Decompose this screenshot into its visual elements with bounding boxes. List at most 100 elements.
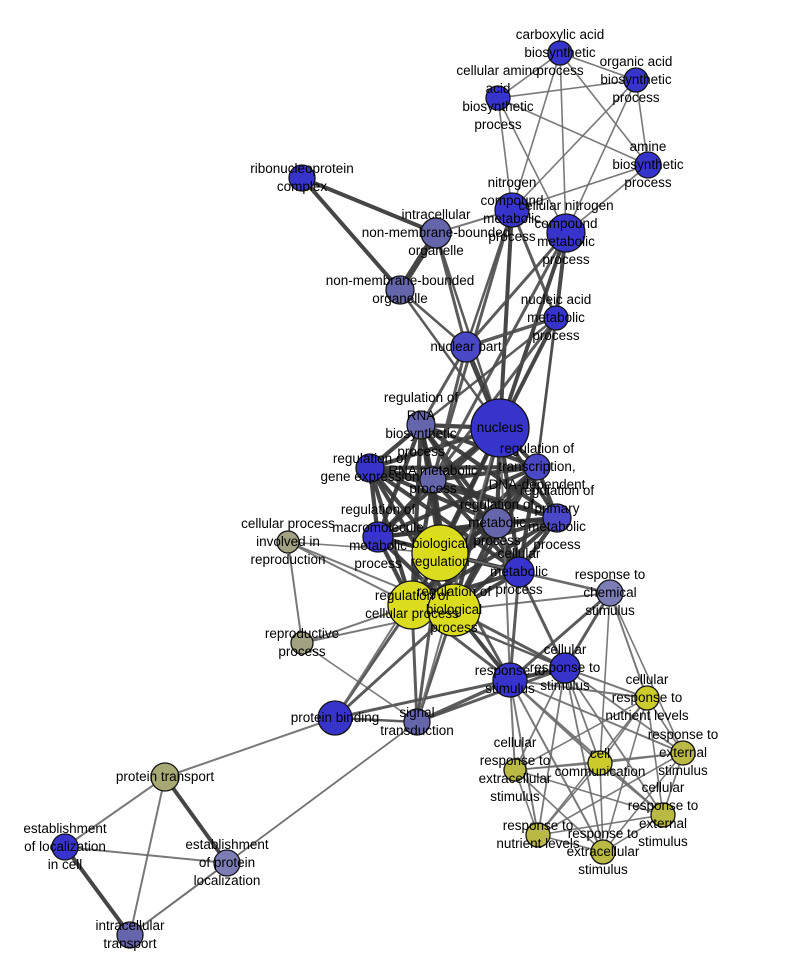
graph-node-reproductive-process[interactable]	[290, 631, 314, 655]
graph-node-establishment-of-protein-localization[interactable]	[213, 849, 241, 877]
graph-edge	[565, 79, 637, 234]
graph-node-response-to-chemical-stimulus[interactable]	[596, 579, 624, 607]
graph-edge	[509, 591, 611, 682]
graph-node-cellular-amino-acid-biosynthetic[interactable]	[485, 85, 511, 111]
graph-node-intracellular-non-membrane-bounded-organelle[interactable]	[420, 217, 452, 249]
graph-edge	[333, 608, 456, 720]
graph-edge	[609, 592, 684, 754]
graph-edge	[508, 571, 521, 681]
graph-edge	[497, 97, 567, 234]
graph-node-non-membrane-bounded-organelle[interactable]	[385, 275, 415, 305]
graph-edge	[564, 667, 601, 764]
graph-node-carboxylic-acid-biosynthetic[interactable]	[547, 40, 573, 66]
graph-edge	[420, 317, 557, 426]
graph-node-nucleic-acid-metabolic[interactable]	[543, 305, 569, 331]
graph-edge	[464, 232, 568, 348]
graph-node-biological-regulation[interactable]	[411, 524, 469, 582]
graph-node-response-to-extracellular-stimulus[interactable]	[590, 839, 616, 865]
graph-edge	[416, 666, 566, 724]
graph-node-nitrogen-compound-metabolic[interactable]	[494, 192, 530, 228]
graph-edge	[564, 667, 664, 816]
graph-node-cell-communication[interactable]	[587, 750, 613, 776]
graph-edge	[377, 515, 558, 540]
graph-edge	[300, 176, 402, 292]
graph-node-cellular-metabolic[interactable]	[503, 556, 535, 588]
graph-edge	[564, 667, 684, 754]
graph-edge	[497, 97, 513, 211]
graph-edge	[301, 176, 437, 235]
graph-edge	[377, 465, 538, 539]
graph-edge	[129, 721, 418, 936]
graph-node-cellular-response-to-nutrient-levels[interactable]	[634, 685, 660, 711]
graph-edge	[535, 317, 558, 468]
graph-node-ribonucleoprotein-complex[interactable]	[288, 164, 316, 192]
graph-node-regulation-of-rna-biosynthetic[interactable]	[406, 410, 436, 440]
graph-edge	[64, 776, 166, 848]
graph-edge	[432, 464, 538, 483]
graph-node-regulation-of-primary-metabolic[interactable]	[542, 503, 572, 533]
graph-edge	[635, 79, 649, 166]
graph-node-regulation-of-transcription-dna-dependent[interactable]	[523, 453, 551, 481]
graph-edge	[369, 464, 538, 471]
graph-node-cellular-process-involved-in-reproduction[interactable]	[276, 530, 300, 554]
graph-edge	[509, 679, 664, 816]
graph-edge	[599, 752, 684, 764]
graph-edge	[599, 762, 604, 853]
graph-node-rna-metabolic[interactable]	[419, 466, 447, 494]
graph-node-regulation-of-macromolecule-metabolic[interactable]	[362, 521, 394, 553]
graph-node-regulation-of-gene-expression[interactable]	[355, 453, 385, 483]
graph-edge	[609, 592, 648, 699]
graph-edge	[164, 717, 336, 778]
graph-edge	[498, 209, 514, 429]
graph-node-signal-transduction[interactable]	[403, 708, 431, 736]
graph-node-organic-acid-biosynthetic[interactable]	[623, 67, 649, 93]
graph-edge	[509, 679, 604, 853]
graph-node-protein-transport[interactable]	[150, 762, 180, 792]
graph-edge	[564, 667, 604, 853]
graph-node-cellular-nitrogen-compound-metabolic[interactable]	[546, 213, 586, 253]
graph-edge	[537, 667, 566, 836]
graph-edge	[409, 424, 424, 606]
graph-edge	[431, 346, 468, 481]
graph-node-response-to-stimulus[interactable]	[492, 662, 528, 698]
graph-edge	[511, 164, 649, 211]
graph-edge	[510, 209, 558, 319]
graph-edge	[63, 845, 132, 937]
graph-edge	[434, 232, 502, 429]
graph-edge	[432, 477, 558, 521]
graph-node-establishment-of-localization-in-cell[interactable]	[51, 833, 79, 861]
graph-node-regulation-of-biological-process[interactable]	[427, 583, 481, 637]
graph-edge	[497, 79, 637, 99]
graph-edge	[537, 814, 664, 836]
graph-node-cellular-response-to-stimulus[interactable]	[549, 652, 581, 684]
graph-node-protein-binding[interactable]	[317, 700, 353, 736]
graph-node-regulation-of-metabolic[interactable]	[481, 507, 513, 539]
graph-node-cellular-response-to-extracellular-stimulus[interactable]	[503, 758, 527, 782]
graph-edge	[537, 752, 684, 836]
graph-edge	[431, 232, 568, 481]
graph-edge	[511, 52, 561, 211]
graph-edge	[416, 427, 501, 723]
graph-edge	[511, 79, 637, 211]
graph-edge	[498, 232, 568, 429]
graph-node-intracellular-transport[interactable]	[116, 921, 144, 949]
graph-node-response-to-nutrient-levels[interactable]	[525, 822, 551, 848]
graph-edge	[514, 667, 566, 771]
graph-node-response-to-external-stimulus[interactable]	[670, 740, 696, 766]
graph-node-nucleus[interactable]	[470, 398, 530, 458]
graph-edge	[559, 52, 649, 166]
graph-edge	[517, 571, 567, 669]
graph-edge	[163, 775, 229, 865]
graph-edge	[559, 52, 567, 234]
graph-edge	[514, 697, 648, 771]
graph-edge	[465, 316, 557, 349]
graph-node-amine-biosynthetic[interactable]	[634, 151, 662, 179]
graph-node-cellular-response-to-external-stimulus[interactable]	[650, 802, 676, 828]
graph-edge	[602, 752, 684, 853]
graph-edge	[287, 541, 303, 644]
graph-edge	[602, 697, 648, 853]
graph-edge	[559, 52, 637, 81]
graph-node-nuclear-part[interactable]	[450, 331, 482, 363]
graph-edge	[334, 552, 441, 719]
